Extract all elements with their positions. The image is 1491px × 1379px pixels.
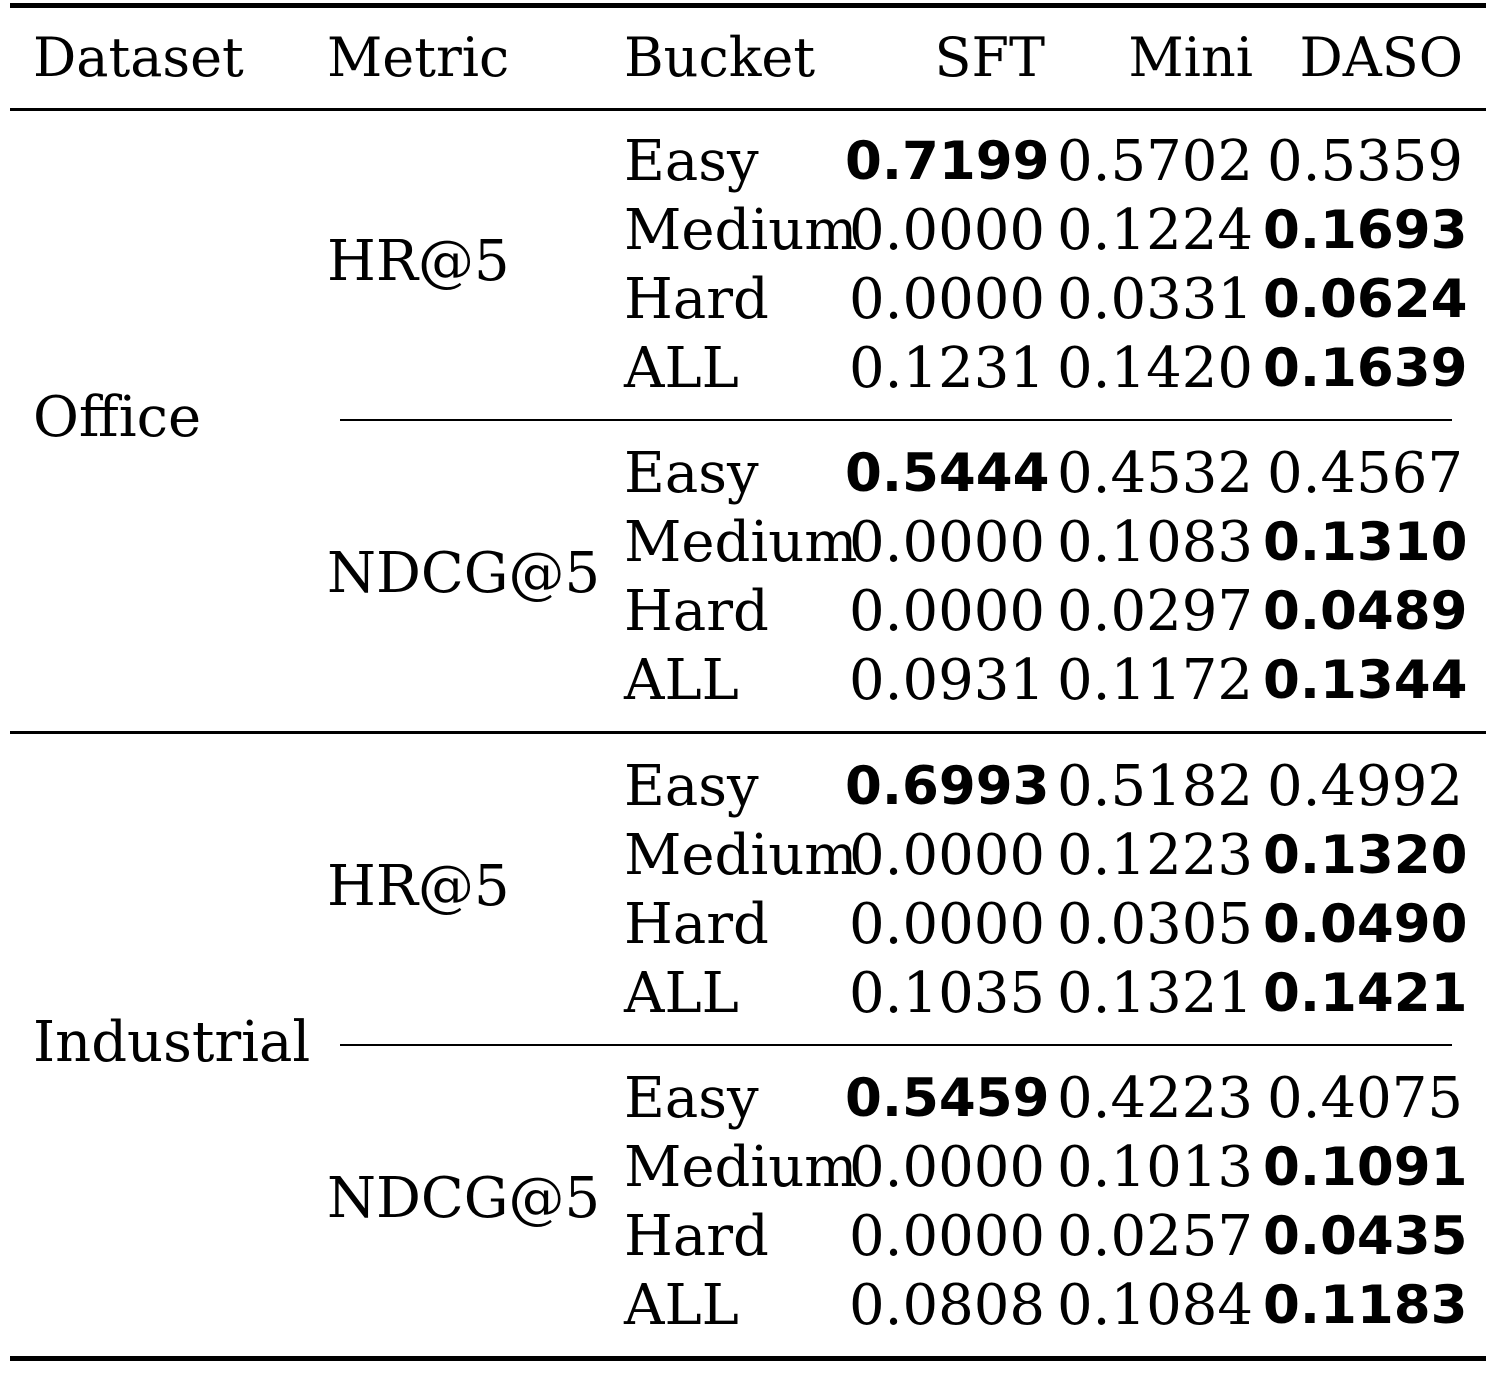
cell-sft: 0.0000	[849, 267, 1045, 332]
cell-daso: 0.1183	[1263, 1275, 1468, 1336]
cell-sft: 0.6993	[845, 756, 1050, 817]
cell-mini: 0.4223	[1057, 1066, 1253, 1131]
bottom-rule	[10, 1356, 1486, 1361]
cell-daso: 0.4992	[1267, 754, 1463, 819]
cell-mini: 0.1321	[1057, 961, 1253, 1026]
bucket-label: Medium	[624, 1135, 858, 1200]
group-rule	[10, 731, 1486, 734]
cell-daso: 0.0624	[1263, 269, 1468, 330]
bucket-label: Hard	[624, 267, 769, 332]
cell-mini: 0.4532	[1057, 441, 1253, 506]
dataset-label: Office	[33, 384, 202, 450]
cell-mini: 0.1223	[1057, 823, 1253, 888]
cell-sft: 0.7199	[845, 131, 1050, 192]
cell-mini: 0.0331	[1057, 267, 1253, 332]
cell-sft: 0.5444	[845, 443, 1050, 504]
metric-rule	[340, 1044, 1452, 1046]
cell-daso: 0.1421	[1263, 963, 1468, 1024]
cell-sft: 0.0000	[849, 1135, 1045, 1200]
cell-mini: 0.1083	[1057, 510, 1253, 575]
cell-daso: 0.0435	[1263, 1206, 1468, 1267]
cell-sft: 0.0000	[849, 892, 1045, 957]
metric-rule	[340, 419, 1452, 421]
bucket-label: Hard	[624, 892, 769, 957]
cell-daso: 0.1091	[1263, 1137, 1468, 1198]
top-rule	[10, 3, 1486, 8]
bucket-label: ALL	[624, 961, 739, 1026]
cell-mini: 0.5182	[1057, 754, 1253, 819]
column-header-dataset: Dataset	[33, 26, 244, 89]
cell-daso: 0.1693	[1263, 200, 1468, 261]
metric-label: HR@5	[327, 228, 510, 294]
cell-sft: 0.1231	[849, 336, 1045, 401]
cell-daso: 0.5359	[1267, 129, 1463, 194]
column-header-bucket: Bucket	[624, 26, 816, 89]
bucket-label: ALL	[624, 1273, 739, 1338]
bucket-label: Medium	[624, 823, 858, 888]
bucket-label: Easy	[624, 129, 759, 194]
column-header-metric: Metric	[327, 26, 510, 89]
cell-sft: 0.0000	[849, 510, 1045, 575]
cell-mini: 0.1013	[1057, 1135, 1253, 1200]
cell-mini: 0.1224	[1057, 198, 1253, 263]
column-header-daso: DASO	[1299, 26, 1463, 89]
cell-mini: 0.0257	[1057, 1204, 1253, 1269]
header-rule	[10, 108, 1486, 111]
cell-daso: 0.1320	[1263, 825, 1468, 886]
cell-mini: 0.0305	[1057, 892, 1253, 957]
bucket-label: ALL	[624, 336, 739, 401]
cell-sft: 0.0000	[849, 198, 1045, 263]
bucket-label: Easy	[624, 441, 759, 506]
cell-sft: 0.1035	[849, 961, 1045, 1026]
cell-daso: 0.0490	[1263, 894, 1468, 955]
cell-daso: 0.1639	[1263, 338, 1468, 399]
metric-label: HR@5	[327, 853, 510, 919]
cell-sft: 0.0000	[849, 823, 1045, 888]
bucket-label: Hard	[624, 1204, 769, 1269]
dataset-label: Industrial	[33, 1009, 311, 1075]
cell-mini: 0.5702	[1057, 129, 1253, 194]
cell-sft: 0.5459	[845, 1068, 1050, 1129]
metric-label: NDCG@5	[327, 1165, 601, 1231]
cell-mini: 0.1172	[1057, 648, 1253, 713]
cell-sft: 0.0000	[849, 579, 1045, 644]
bucket-label: Easy	[624, 1066, 759, 1131]
column-header-mini: Mini	[1128, 26, 1253, 89]
cell-mini: 0.0297	[1057, 579, 1253, 644]
cell-sft: 0.0000	[849, 1204, 1045, 1269]
cell-sft: 0.0931	[849, 648, 1045, 713]
metric-label: NDCG@5	[327, 540, 601, 606]
cell-mini: 0.1420	[1057, 336, 1253, 401]
bucket-label: ALL	[624, 648, 739, 713]
cell-daso: 0.1310	[1263, 512, 1468, 573]
cell-daso: 0.1344	[1263, 650, 1468, 711]
column-header-sft: SFT	[934, 26, 1045, 89]
cell-daso: 0.4567	[1267, 441, 1463, 506]
bucket-label: Easy	[624, 754, 759, 819]
cell-daso: 0.0489	[1263, 581, 1468, 642]
cell-sft: 0.0808	[849, 1273, 1045, 1338]
cell-mini: 0.1084	[1057, 1273, 1253, 1338]
bucket-label: Medium	[624, 198, 858, 263]
bucket-label: Hard	[624, 579, 769, 644]
cell-daso: 0.4075	[1267, 1066, 1463, 1131]
bucket-label: Medium	[624, 510, 858, 575]
